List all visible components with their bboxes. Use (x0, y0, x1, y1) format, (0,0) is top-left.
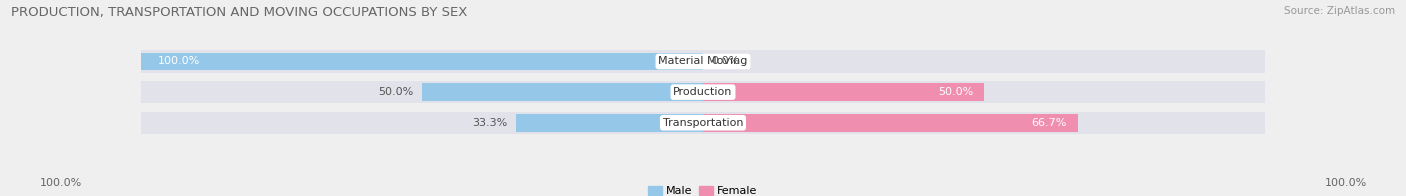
Text: 66.7%: 66.7% (1032, 118, 1067, 128)
Bar (141, 53, 703, 70)
Text: 33.3%: 33.3% (472, 118, 508, 128)
Text: PRODUCTION, TRANSPORTATION AND MOVING OCCUPATIONS BY SEX: PRODUCTION, TRANSPORTATION AND MOVING OC… (11, 6, 468, 19)
Text: 50.0%: 50.0% (378, 87, 413, 97)
Bar (703, 83, 984, 101)
Text: 100.0%: 100.0% (39, 178, 82, 188)
Text: 0.0%: 0.0% (711, 56, 740, 66)
Legend: Male, Female: Male, Female (648, 186, 758, 196)
Bar (141, 112, 1265, 134)
Text: 100.0%: 100.0% (1324, 178, 1367, 188)
Text: Production: Production (673, 87, 733, 97)
Bar (422, 83, 703, 101)
Text: 50.0%: 50.0% (938, 87, 973, 97)
Bar (141, 81, 1265, 103)
Bar (703, 114, 1078, 132)
Bar (516, 114, 703, 132)
Bar (141, 50, 1265, 73)
Text: Source: ZipAtlas.com: Source: ZipAtlas.com (1284, 6, 1395, 16)
Text: Material Moving: Material Moving (658, 56, 748, 66)
Text: Transportation: Transportation (662, 118, 744, 128)
Text: 100.0%: 100.0% (157, 56, 200, 66)
